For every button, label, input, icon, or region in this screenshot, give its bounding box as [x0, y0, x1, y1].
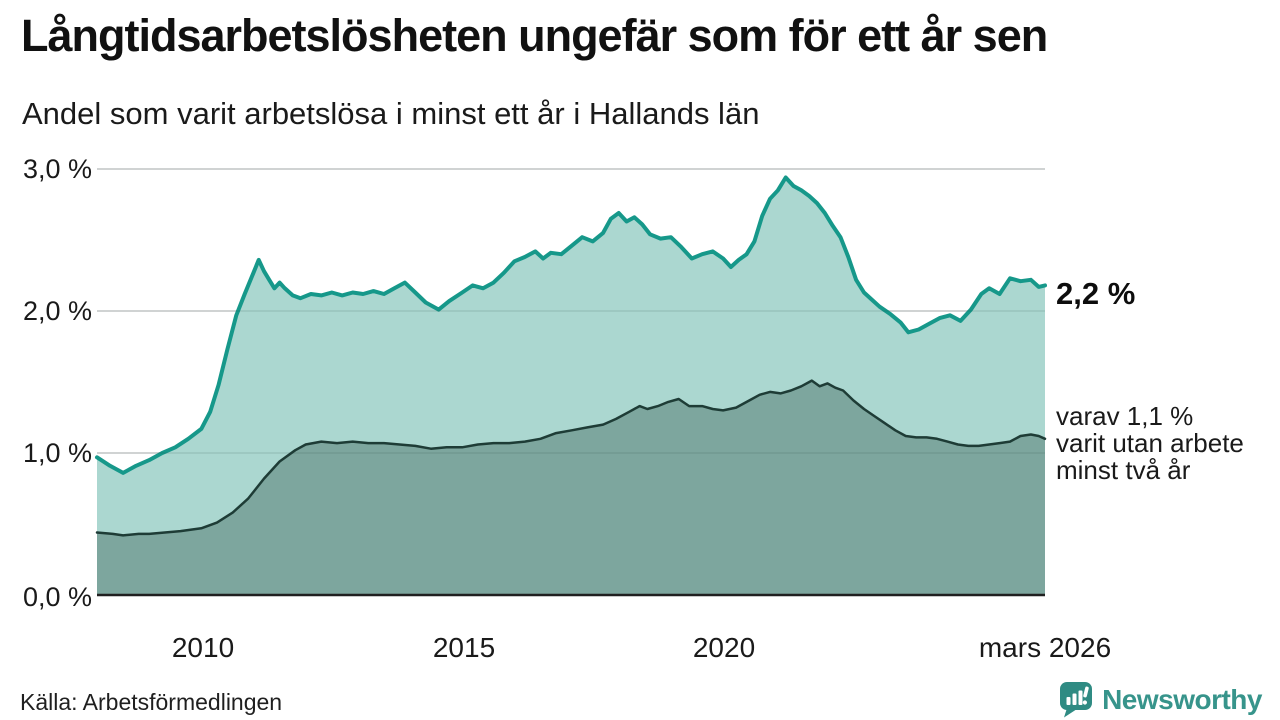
brand-name: Newsworthy: [1102, 683, 1262, 715]
annotation-line: varit utan arbete: [1056, 428, 1244, 458]
x-tick-label: 2020: [692, 632, 756, 663]
newsworthy-bubble-chart-icon: [1060, 682, 1093, 718]
annotation-line: minst två år: [1056, 455, 1191, 485]
page-title: Långtidsarbetslösheten ungefär som för e…: [21, 10, 1048, 61]
y-tick-label: 0,0 %: [22, 582, 92, 612]
annotation-line: varav 1,1 %: [1056, 401, 1194, 431]
source-credit: Källa: Arbetsförmedlingen: [20, 689, 283, 715]
newsworthy-logo: Newsworthy: [1058, 681, 1262, 718]
y-tick-label: 2,0 %: [22, 296, 92, 326]
x-tick-label: mars 2026: [978, 632, 1112, 663]
chart-subtitle: Andel som varit arbetslösa i minst ett å…: [22, 96, 760, 131]
x-tick-label: 2010: [171, 632, 235, 663]
y-tick-label: 1,0 %: [22, 438, 92, 468]
latest-value-annotation: 2,2 %: [1056, 276, 1136, 311]
two-year-share-annotation: varav 1,1 % varit utan arbete minst två …: [1056, 403, 1244, 484]
y-tick-label: 3,0 %: [22, 154, 92, 184]
x-tick-label: 2015: [432, 632, 496, 663]
